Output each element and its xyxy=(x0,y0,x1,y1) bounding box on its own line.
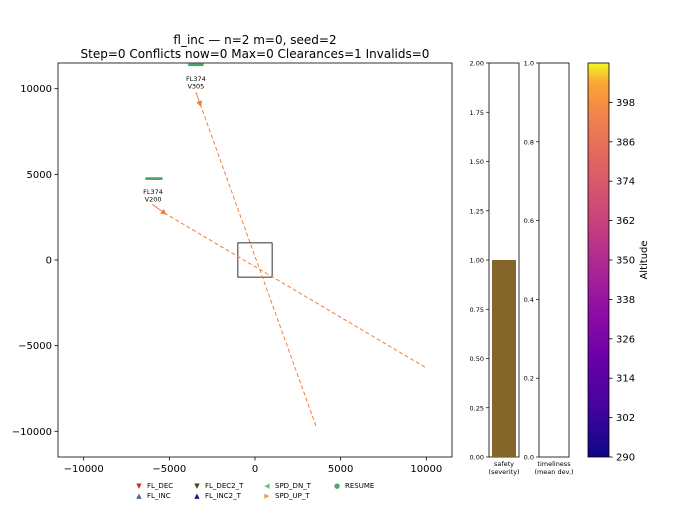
legend-symbol-icon: ▲ xyxy=(136,492,142,500)
legend-label: FL_DEC xyxy=(147,482,174,490)
y-tick-label: 0.75 xyxy=(470,306,484,314)
legend-symbol-icon: ▼ xyxy=(136,482,142,490)
legend-label: FL_DEC2_T xyxy=(205,482,244,490)
legend-label: SPD_UP_T xyxy=(275,492,310,500)
panel-label: safety xyxy=(494,460,514,468)
legend-item: ▼ FL_DEC xyxy=(134,482,173,490)
legend-item: ▲ FL_INC xyxy=(134,492,171,500)
panel-label-sub: (mean dev.) xyxy=(534,468,573,476)
aircraft-flight-level: FL374 xyxy=(143,188,163,196)
y-tick-label: 0.4 xyxy=(524,296,534,304)
aircraft-callsign: V305 xyxy=(187,82,204,90)
value-bar xyxy=(492,260,516,457)
y-tick-label: 2.00 xyxy=(470,60,484,68)
y-tick-label: 1.75 xyxy=(470,109,484,117)
figure-title: fl_inc — n=2 m=0, seed=2 xyxy=(173,33,337,47)
colorbar-tick-label: 386 xyxy=(616,137,635,148)
legend-label: FL_INC xyxy=(147,492,171,500)
colorbar-tick-label: 398 xyxy=(616,98,635,109)
y-tick-label: 0.00 xyxy=(470,454,484,462)
trajectory-line xyxy=(199,103,318,429)
figure-subtitle: Step=0 Conflicts now=0 Max=0 Clearances=… xyxy=(80,47,430,61)
trajectory-line xyxy=(163,212,427,369)
x-tick-label: −5000 xyxy=(152,464,186,475)
panel-frame xyxy=(538,62,570,458)
aircraft-flight-level: FL374 xyxy=(186,75,206,83)
x-tick-label: −10000 xyxy=(64,464,104,475)
y-tick-label: 1.0 xyxy=(524,60,534,68)
legend-item: ▼ FL_DEC2_T xyxy=(192,482,243,490)
colorbar-tick-label: 338 xyxy=(616,295,635,306)
sector-box xyxy=(237,242,273,278)
y-tick-label: 1.25 xyxy=(470,207,484,215)
legend-item: ▲ FL_INC2_T xyxy=(192,492,241,500)
aircraft-callsign: V200 xyxy=(145,196,162,204)
legend-label: SPD_DN_T xyxy=(275,482,311,490)
legend-item: ● RESUME xyxy=(332,482,374,490)
x-tick-label: 0 xyxy=(252,464,258,475)
colorbar-tick-label: 314 xyxy=(616,374,635,385)
y-tick-label: −10000 xyxy=(12,427,52,438)
heading-arrow xyxy=(151,203,167,215)
y-tick-label: 1.00 xyxy=(470,257,484,265)
x-tick-label: 10000 xyxy=(410,464,442,475)
legend-item: ▶ SPD_UP_T xyxy=(262,492,310,500)
y-tick-label: 0.50 xyxy=(470,355,484,363)
legend-symbol-icon: ● xyxy=(333,482,341,490)
colorbar-tick-label: 362 xyxy=(616,216,635,227)
legend-symbol-icon: ▼ xyxy=(194,482,200,490)
legend-item: ◀ SPD_DN_T xyxy=(262,482,311,490)
plot-frame xyxy=(57,62,453,458)
y-tick-label: 0.0 xyxy=(524,454,534,462)
airspace-axes: −10000 −5000 0 5000 10000 −10000 −5000 0 5000 100… xyxy=(12,62,453,475)
colorbar-gradient xyxy=(587,62,610,458)
altitude-colorbar: 290 302 314 326 338 350 362 374 386 398 Altitude xyxy=(587,62,650,464)
y-tick-label: 0.6 xyxy=(524,217,534,225)
y-tick-label: 10000 xyxy=(20,84,52,95)
y-tick-label: 0.8 xyxy=(524,138,534,146)
colorbar-label: Altitude xyxy=(639,240,650,279)
legend-symbol-icon: ▶ xyxy=(264,492,270,500)
colorbar-tick-label: 326 xyxy=(616,334,635,345)
y-tick-label: 1.50 xyxy=(470,158,484,166)
legend-label: FL_INC2_T xyxy=(205,492,241,500)
y-tick-label: 5000 xyxy=(27,170,52,181)
panel-label-sub: (severity) xyxy=(488,468,519,476)
y-tick-label: 0.25 xyxy=(470,404,484,412)
x-tick-label: 5000 xyxy=(328,464,353,475)
legend-symbol-icon: ◀ xyxy=(264,482,270,490)
colorbar-tick-label: 350 xyxy=(616,256,635,267)
y-tick-label: 0 xyxy=(46,256,52,267)
colorbar-tick-label: 290 xyxy=(616,453,635,464)
heading-arrow xyxy=(195,91,202,107)
safety-axes: 0.00 0.25 0.50 0.75 1.00 1.25 1.50 1.75 2.00 safe… xyxy=(470,60,520,477)
legend-symbol-icon: ▲ xyxy=(194,492,200,500)
legend-label: RESUME xyxy=(345,482,375,490)
colorbar-tick-label: 302 xyxy=(616,413,635,424)
timeliness-axes: 0.0 0.2 0.4 0.6 0.8 1.0 timeliness(mean dev.) xyxy=(524,60,574,477)
y-tick-label: 0.2 xyxy=(524,375,534,383)
panel-label: timeliness xyxy=(537,460,571,468)
y-tick-label: −5000 xyxy=(18,341,52,352)
colorbar-tick-label: 374 xyxy=(616,177,635,188)
